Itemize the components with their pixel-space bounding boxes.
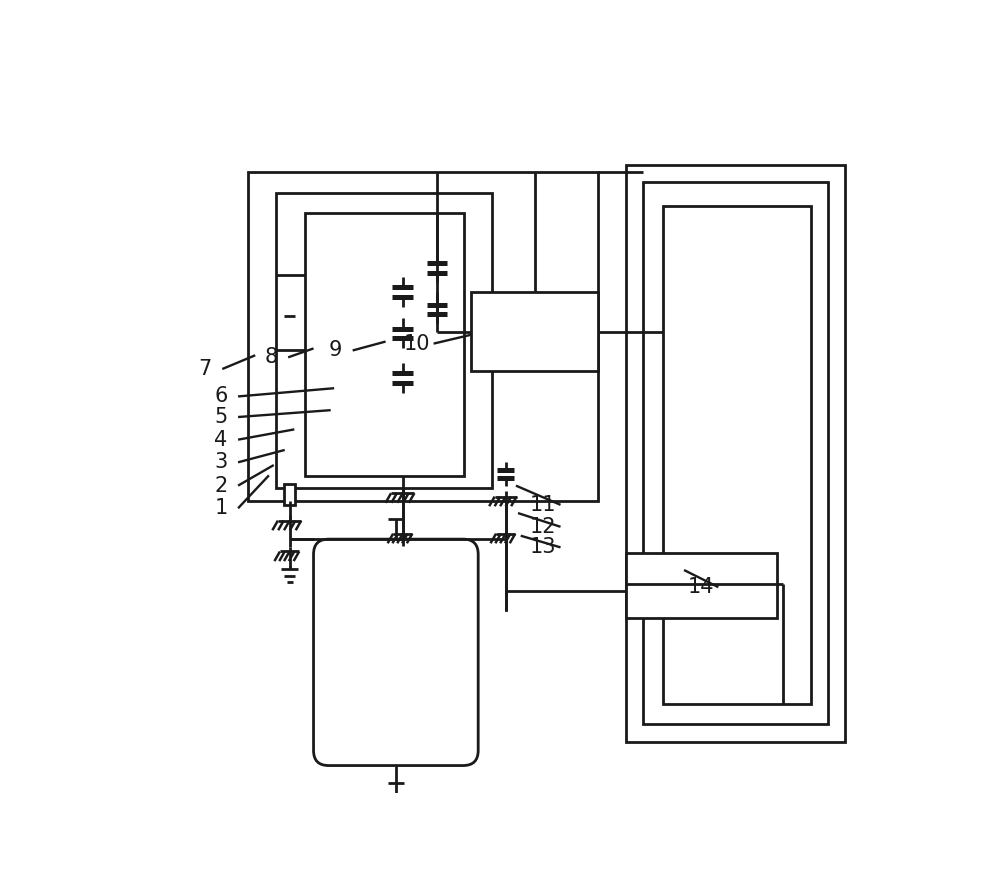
Text: 8: 8 [264, 347, 278, 367]
Bar [626, 165, 845, 741]
Bar [276, 192, 492, 487]
Bar [643, 183, 828, 724]
FancyBboxPatch shape [314, 539, 478, 765]
Text: 9: 9 [329, 340, 342, 361]
Text: 6: 6 [214, 387, 228, 406]
Bar [471, 292, 598, 371]
Text: 13: 13 [530, 537, 557, 558]
Text: 5: 5 [214, 407, 228, 427]
Text: 1: 1 [214, 498, 228, 519]
Bar [663, 207, 811, 704]
Bar [248, 172, 598, 502]
Text: 10: 10 [403, 333, 430, 354]
Text: 14: 14 [688, 577, 714, 597]
Text: 7: 7 [199, 359, 212, 379]
Text: 11: 11 [530, 495, 557, 515]
Bar [305, 213, 464, 476]
Text: 12: 12 [530, 517, 557, 536]
Text: 3: 3 [214, 453, 228, 472]
Bar [626, 552, 777, 618]
Bar [284, 485, 295, 505]
Text: 4: 4 [214, 429, 228, 450]
Text: 2: 2 [214, 476, 228, 495]
